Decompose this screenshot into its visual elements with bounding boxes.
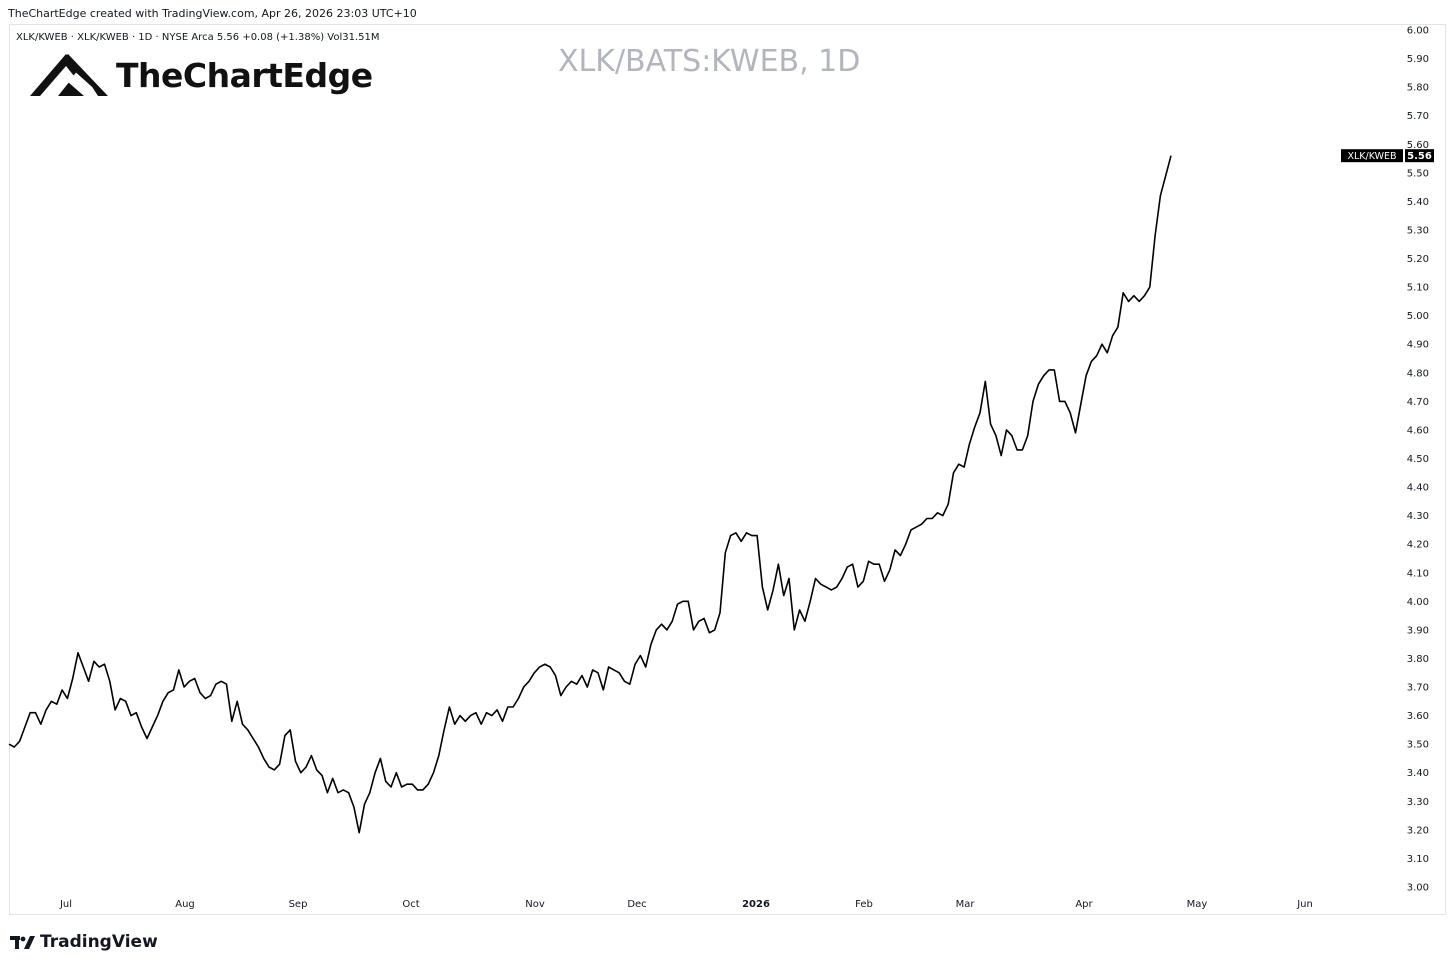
x-tick-label: Oct: [402, 899, 419, 910]
y-tick-label: 5.90: [1407, 54, 1429, 65]
y-tick-label: 4.30: [1407, 511, 1429, 522]
x-tick-label: Apr: [1075, 899, 1093, 910]
y-tick-label: 4.50: [1407, 454, 1429, 465]
y-tick-label: 3.80: [1407, 654, 1429, 665]
y-tick-label: 4.80: [1407, 368, 1429, 379]
last-price-value: 5.56: [1407, 151, 1432, 162]
price-axis: 3.00 3.10 3.20 3.30 3.40 3.50 3.60 3.70 3.80 3.90…: [1407, 26, 1429, 894]
y-tick-label: 3.70: [1407, 683, 1429, 694]
y-tick-label: 5.50: [1407, 168, 1429, 179]
chart-frame[interactable]: [9, 24, 1446, 915]
series-layer: [8, 155, 1172, 834]
y-tick-label: 4.00: [1407, 597, 1429, 608]
y-tick-label: 4.10: [1407, 568, 1429, 579]
last-value-badge: XLK/KWEB 5.56: [1341, 149, 1434, 163]
y-tick-label: 4.20: [1407, 540, 1429, 551]
symbol-info-line[interactable]: XLK/KWEB · XLK/KWEB · 1D · NYSE Arca 5.5…: [16, 32, 380, 43]
y-tick-label: 5.20: [1407, 254, 1429, 265]
y-tick-label: 6.00: [1407, 26, 1429, 37]
tradingview-brand-text: TradingView: [40, 932, 158, 952]
x-tick-label: Nov: [525, 899, 545, 910]
x-tick-label: Jul: [59, 899, 72, 910]
y-tick-label: 5.70: [1407, 111, 1429, 122]
y-tick-label: 5.00: [1407, 311, 1429, 322]
x-tick-label: Sep: [289, 899, 308, 910]
series-name-label: XLK/KWEB: [1347, 151, 1396, 162]
tradingview-icon: [10, 936, 35, 949]
y-tick-label: 4.70: [1407, 397, 1429, 408]
y-tick-label: 4.60: [1407, 425, 1429, 436]
brand-logo: TheChartEdge: [28, 52, 373, 98]
y-tick-label: 3.00: [1407, 883, 1429, 894]
y-tick-label: 3.50: [1407, 740, 1429, 751]
y-tick-label: 5.60: [1407, 140, 1429, 151]
y-tick-label: 3.90: [1407, 625, 1429, 636]
series-name-badge: [1341, 149, 1403, 163]
y-tick-label: 3.10: [1407, 854, 1429, 865]
y-tick-label: 5.80: [1407, 83, 1429, 94]
y-tick-label: 5.30: [1407, 225, 1429, 236]
chartedge-mountain-icon: [30, 54, 108, 96]
time-axis: Jul Aug Sep Oct Nov Dec 2026 Feb Mar Apr May Jun: [59, 899, 1313, 910]
x-tick-label: Dec: [627, 899, 646, 910]
y-tick-label: 3.40: [1407, 768, 1429, 779]
y-tick-label: 4.90: [1407, 340, 1429, 351]
y-tick-label: 4.40: [1407, 483, 1429, 494]
brand-name: TheChartEdge: [116, 55, 373, 95]
chart-watermark-title: XLK/BATS:KWEB, 1D: [558, 44, 861, 79]
tradingview-footer-logo: TradingView: [10, 932, 158, 952]
series-line-xlk-kweb[interactable]: [8, 155, 1172, 834]
y-tick-label: 3.60: [1407, 711, 1429, 722]
x-tick-label: May: [1187, 899, 1208, 910]
y-tick-label: 3.30: [1407, 797, 1429, 808]
y-tick-label: 5.10: [1407, 283, 1429, 294]
last-price-badge: [1405, 149, 1434, 163]
x-tick-label: Feb: [855, 899, 873, 910]
x-tick-label: 2026: [742, 899, 770, 910]
x-tick-label: Aug: [175, 899, 195, 910]
y-tick-label: 5.40: [1407, 197, 1429, 208]
x-tick-label: Jun: [1296, 899, 1313, 910]
chart-caption: TheChartEdge created with TradingView.co…: [8, 7, 417, 20]
x-tick-label: Mar: [956, 899, 976, 910]
y-tick-label: 3.20: [1407, 825, 1429, 836]
